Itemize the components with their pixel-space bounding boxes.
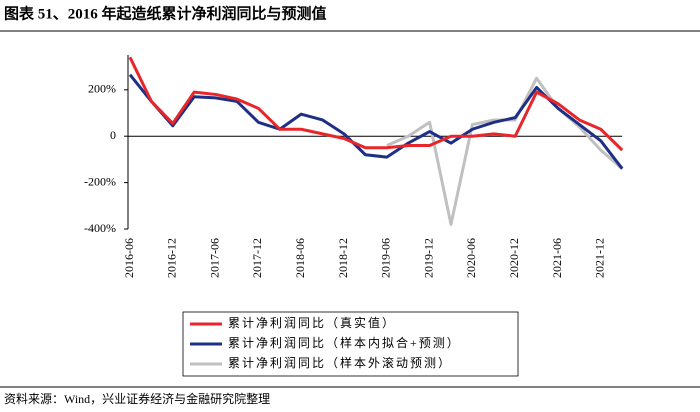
legend-label: 累计净利润同比（样本内拟合+预测）	[228, 335, 461, 350]
x-tick-label: 2020-06	[464, 238, 478, 278]
x-tick-label: 2020-12	[507, 238, 521, 278]
series-line	[128, 73, 624, 170]
y-tick-label: 200%	[88, 82, 116, 96]
series-line	[386, 76, 624, 226]
x-tick-label: 2021-12	[593, 238, 607, 278]
legend-box	[182, 311, 519, 377]
legend-label: 累计净利润同比（真实值）	[228, 315, 396, 330]
x-tick-label: 2018-12	[336, 238, 350, 278]
chart-title: 图表 51、2016 年起造纸累计净利润同比与预测值	[4, 4, 327, 22]
x-tick-label: 2019-06	[379, 238, 393, 278]
x-tick-label: 2016-12	[165, 238, 179, 278]
y-tick-label: 0	[110, 128, 116, 142]
x-tick-label: 2018-06	[293, 238, 307, 278]
source: 资料来源：Wind，兴业证券经济与金融研究院整理	[4, 391, 270, 406]
x-tick-label: 2021-06	[550, 238, 564, 278]
y-tick-label: -200%	[84, 174, 116, 188]
series-line	[128, 56, 624, 152]
x-tick-label: 2017-06	[207, 238, 221, 278]
x-tick-label: 2019-12	[421, 238, 435, 278]
x-tick-label: 2016-06	[122, 238, 136, 278]
x-tick-label: 2017-12	[250, 238, 264, 278]
legend-label: 累计净利润同比（样本外滚动预测）	[228, 355, 452, 370]
y-tick-label: -400%	[84, 221, 116, 235]
